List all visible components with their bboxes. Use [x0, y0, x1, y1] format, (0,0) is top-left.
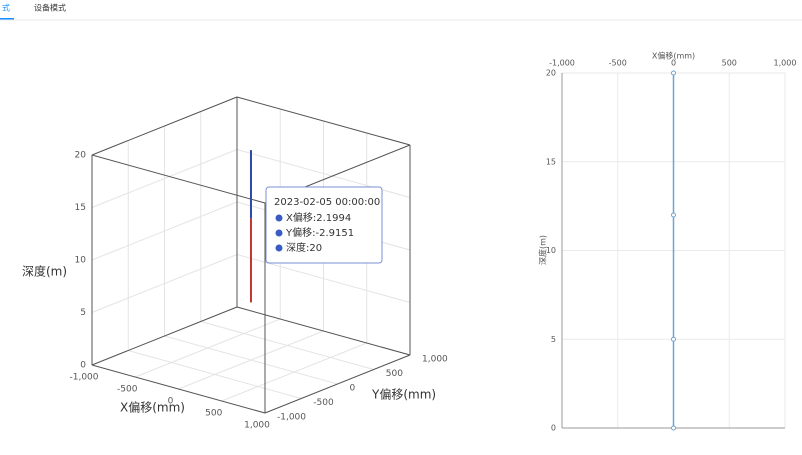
point	[671, 425, 676, 431]
box-edge	[91, 364, 266, 414]
y-tick-label: -500	[313, 398, 334, 408]
grid-line	[164, 335, 338, 385]
y-tick-label: 500	[386, 369, 403, 379]
z-tick-label: 5	[80, 308, 86, 318]
tooltip-line: Y偏移:-2.9151	[285, 226, 354, 239]
grid-line	[91, 201, 238, 261]
box-edge	[236, 306, 411, 356]
tooltip-dot	[275, 214, 283, 222]
point	[671, 212, 676, 218]
y-tick-label: 5	[551, 335, 556, 344]
x-tick-label: -1,000	[549, 59, 575, 68]
tab[interactable]: 式	[2, 3, 10, 13]
x-tick-label: -500	[609, 59, 627, 68]
chart-2d: -1,000 -500 0 500 1,000 0 5 10 15 20 X偏移(mm) 深度(m)	[538, 51, 797, 433]
y-tick-label: 1,000	[422, 355, 448, 365]
grid-line	[128, 350, 302, 399]
point	[671, 70, 676, 76]
y-axis-label: Y偏移(mm)	[371, 387, 436, 402]
x-tick-label: 0	[168, 397, 174, 407]
x-tick-label: 500	[722, 59, 737, 68]
y-tick-label: 0	[551, 424, 556, 433]
tooltip-title: 2023-02-05 00:00:00	[274, 197, 380, 208]
x-axis-label: X偏移(mm)	[120, 400, 185, 415]
grid-line	[91, 254, 238, 313]
z-tick-label: 0	[80, 361, 86, 371]
box-edge	[91, 154, 266, 204]
y-tick-label: -1,000	[277, 413, 306, 423]
x-tick-label: 500	[205, 409, 222, 419]
y-axis-label: 深度(m)	[538, 235, 548, 265]
z-tick-label: 20	[75, 151, 87, 161]
tooltip-dot	[275, 229, 283, 237]
x-tick-label: 0	[671, 59, 676, 68]
y-tick-label: 15	[546, 157, 556, 166]
grid-line	[236, 254, 411, 303]
x-tick-label: -1,000	[69, 373, 98, 383]
chart-3d: -1,000 -500 0 500 1,000 -1,000 -500 0 500 1,000 0 5…	[22, 96, 448, 431]
z-tick-label: 15	[75, 203, 86, 213]
x-tick-label: -500	[117, 385, 138, 395]
tooltip	[265, 186, 383, 264]
z-tick-label: 10	[75, 256, 87, 266]
grid-line	[91, 149, 238, 208]
box-edge	[236, 96, 411, 146]
y-tick-label: 10	[546, 246, 556, 255]
z-axis-label: 深度(m)	[22, 264, 67, 279]
x-tick-label: 1,000	[774, 59, 797, 68]
box-edge	[91, 96, 238, 156]
y-tick-label: 0	[350, 384, 356, 394]
tooltip-line: 深度:20	[286, 241, 322, 254]
x-axis-label: X偏移(mm)	[652, 51, 695, 61]
x-tick-label: 1,000	[244, 421, 270, 431]
box-edge	[264, 354, 411, 414]
y-tick-label: 20	[546, 69, 556, 78]
tooltip-dot	[275, 244, 283, 252]
grid-line	[200, 321, 374, 370]
box-edge	[91, 306, 238, 366]
tooltip-line: X偏移:2.1994	[286, 211, 351, 224]
point	[671, 336, 676, 342]
tab[interactable]: 设备模式	[34, 3, 66, 13]
